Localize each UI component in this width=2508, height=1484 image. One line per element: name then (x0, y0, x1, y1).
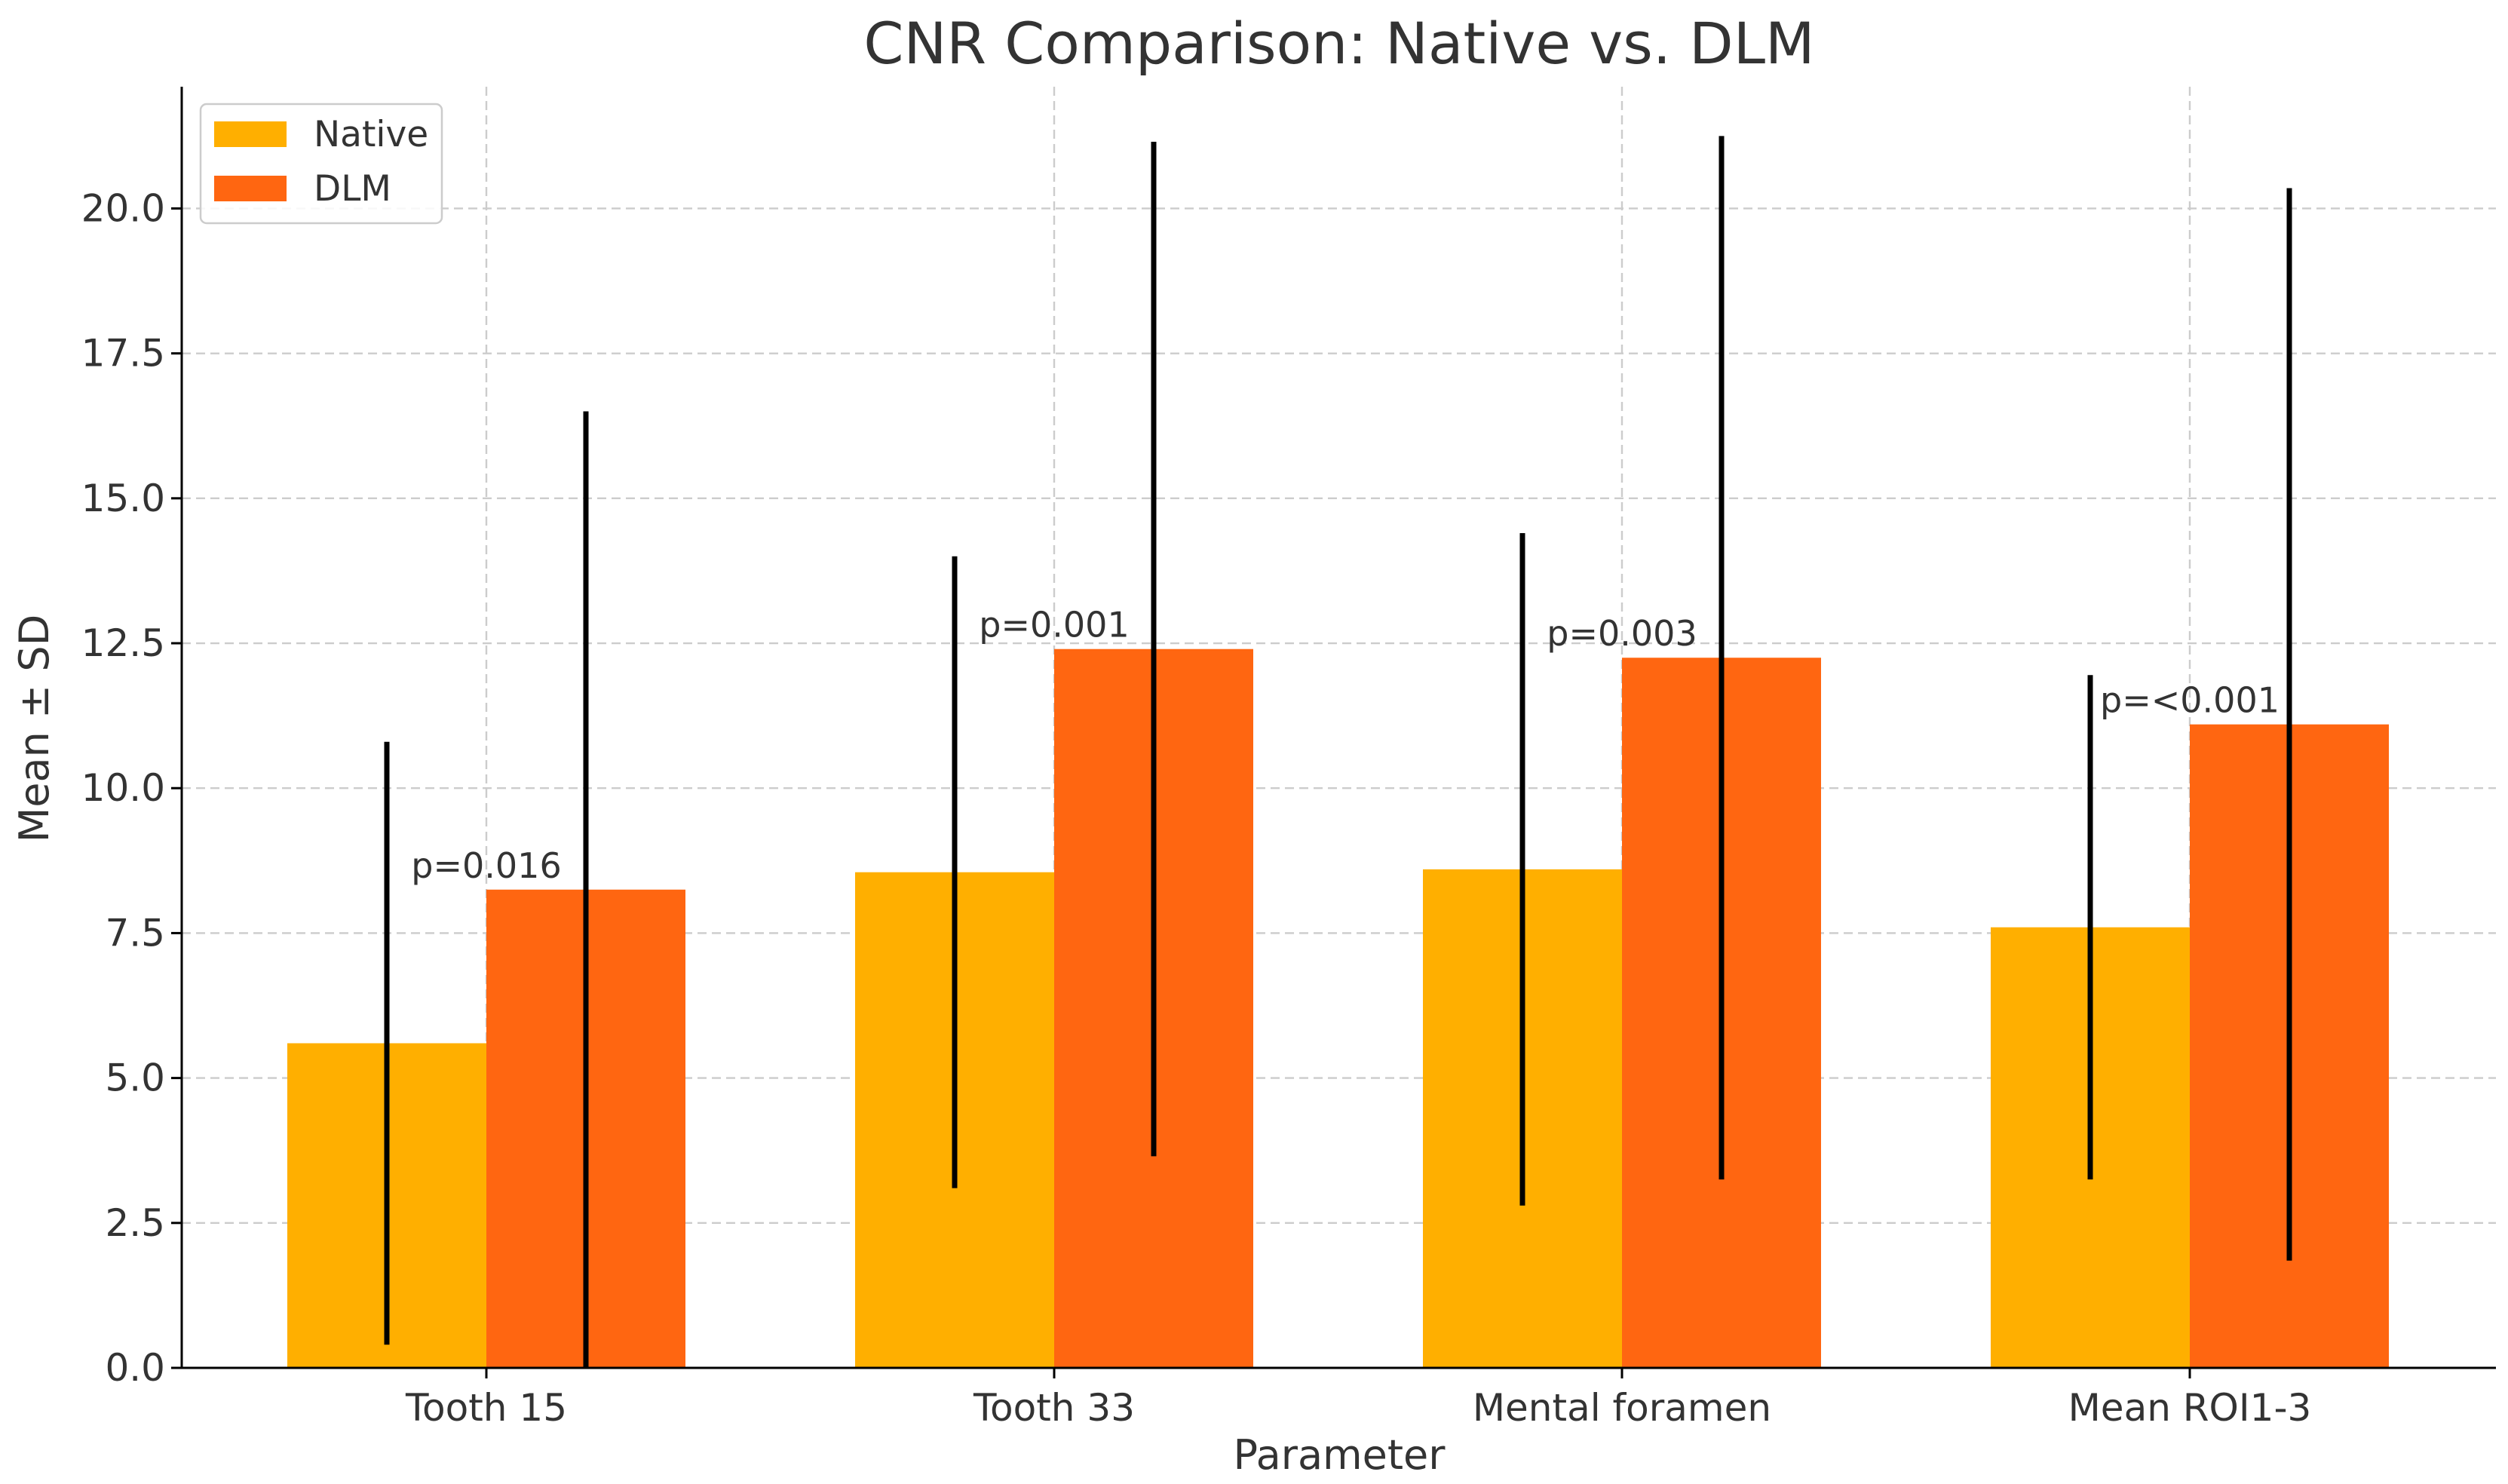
axes (180, 87, 2496, 1369)
legend-label-native: Native (314, 114, 428, 155)
chart-title: CNR Comparison: Native vs. DLM (863, 10, 1814, 77)
y-tick-label: 17.5 (81, 332, 165, 376)
x-ticks: Tooth 15 Tooth 33 Mental foramen Mean ROI1-… (405, 1368, 2311, 1430)
p-value-label: p=<0.001 (2100, 680, 2280, 721)
legend-label-dlm: DLM (314, 168, 391, 210)
x-tick-label: Mean ROI1-3 (2068, 1386, 2312, 1430)
y-axis-label: Mean ± SD (11, 615, 58, 843)
y-tick-label: 2.5 (105, 1201, 165, 1245)
legend-swatch-native (214, 121, 287, 147)
x-tick-label: Tooth 15 (405, 1386, 567, 1430)
y-tick-label: 7.5 (105, 911, 165, 955)
y-tick-label: 12.5 (81, 621, 165, 665)
p-value-label: p=0.001 (979, 605, 1129, 645)
x-tick-label: Mental foramen (1473, 1386, 1771, 1430)
y-ticks: 0.0 2.5 5.0 7.5 10.0 12.5 15.0 17.5 20.0 (81, 186, 182, 1390)
x-tick-label: Tooth 33 (973, 1386, 1135, 1430)
bars (287, 648, 2389, 1368)
p-value-label: p=0.016 (411, 845, 561, 886)
y-tick-label: 20.0 (81, 186, 165, 230)
p-value-label: p=0.003 (1547, 613, 1697, 654)
error-bars (384, 136, 2292, 1368)
y-tick-label: 0.0 (105, 1346, 165, 1390)
legend: Native DLM (199, 103, 443, 225)
y-tick-label: 10.0 (81, 766, 165, 810)
legend-swatch-dlm (214, 176, 287, 201)
p-value-labels: p=0.016 p=0.001 p=0.003 p=<0.001 (411, 605, 2280, 886)
y-tick-label: 15.0 (81, 477, 165, 520)
x-axis-label: Parameter (1234, 1431, 1446, 1479)
y-tick-label: 5.0 (105, 1056, 165, 1100)
